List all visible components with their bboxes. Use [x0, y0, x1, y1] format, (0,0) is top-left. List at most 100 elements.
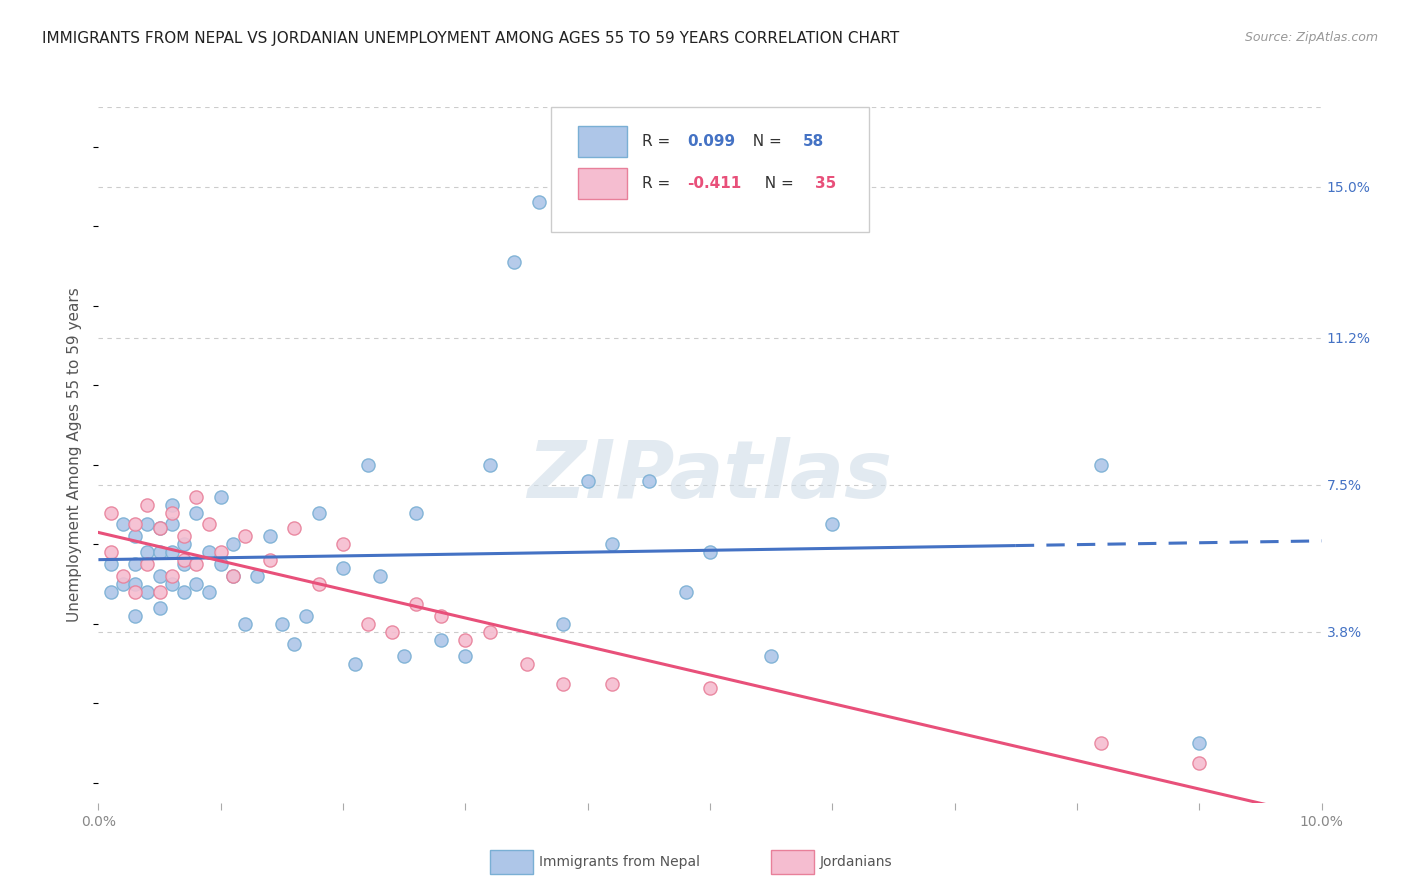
- Point: [197, 545, 219, 559]
- Point: [553, 676, 575, 690]
- Text: Immigrants from Nepal: Immigrants from Nepal: [538, 855, 700, 869]
- Point: [111, 569, 134, 583]
- Point: [283, 637, 305, 651]
- Point: [392, 648, 416, 663]
- Point: [308, 577, 330, 591]
- Point: [600, 676, 623, 690]
- Point: [430, 632, 453, 647]
- FancyBboxPatch shape: [578, 168, 627, 199]
- Text: 35: 35: [815, 176, 837, 191]
- Point: [270, 616, 292, 631]
- Point: [149, 521, 172, 535]
- Point: [111, 577, 134, 591]
- FancyBboxPatch shape: [551, 107, 869, 232]
- Point: [136, 498, 159, 512]
- Point: [124, 558, 146, 572]
- Point: [637, 474, 661, 488]
- Point: [222, 569, 245, 583]
- Point: [160, 569, 183, 583]
- Point: [1188, 736, 1211, 750]
- Point: [699, 545, 721, 559]
- Point: [478, 458, 501, 472]
- Text: 0.099: 0.099: [686, 135, 735, 149]
- Point: [821, 517, 844, 532]
- Point: [699, 681, 721, 695]
- Point: [381, 624, 404, 639]
- Point: [186, 490, 208, 504]
- Point: [160, 577, 183, 591]
- Point: [759, 648, 782, 663]
- Point: [186, 558, 208, 572]
- Point: [503, 255, 526, 269]
- Text: N =: N =: [755, 176, 799, 191]
- Point: [136, 517, 159, 532]
- Point: [430, 609, 453, 624]
- Text: Source: ZipAtlas.com: Source: ZipAtlas.com: [1244, 31, 1378, 45]
- Point: [209, 558, 232, 572]
- Point: [454, 632, 477, 647]
- Point: [149, 545, 172, 559]
- Point: [186, 577, 208, 591]
- Point: [283, 521, 305, 535]
- Point: [124, 529, 146, 543]
- Point: [368, 569, 391, 583]
- Point: [197, 585, 219, 599]
- Point: [149, 601, 172, 615]
- Point: [233, 529, 256, 543]
- Point: [124, 609, 146, 624]
- Point: [149, 521, 172, 535]
- Point: [344, 657, 367, 671]
- Point: [149, 585, 172, 599]
- Point: [149, 569, 172, 583]
- Point: [100, 506, 122, 520]
- Point: [356, 458, 378, 472]
- Point: [100, 545, 122, 559]
- FancyBboxPatch shape: [489, 850, 533, 874]
- Point: [233, 616, 256, 631]
- Point: [356, 616, 378, 631]
- Point: [173, 553, 195, 567]
- Text: 58: 58: [803, 135, 824, 149]
- Point: [246, 569, 269, 583]
- Point: [1090, 736, 1112, 750]
- Point: [222, 537, 245, 551]
- Point: [136, 545, 159, 559]
- Point: [136, 558, 159, 572]
- Point: [186, 506, 208, 520]
- Point: [295, 609, 318, 624]
- Text: R =: R =: [641, 135, 675, 149]
- Point: [527, 195, 550, 210]
- Point: [553, 616, 575, 631]
- Text: Jordanians: Jordanians: [820, 855, 893, 869]
- Point: [332, 561, 354, 575]
- Point: [332, 537, 354, 551]
- Point: [675, 585, 697, 599]
- Text: IMMIGRANTS FROM NEPAL VS JORDANIAN UNEMPLOYMENT AMONG AGES 55 TO 59 YEARS CORREL: IMMIGRANTS FROM NEPAL VS JORDANIAN UNEMP…: [42, 31, 900, 46]
- Point: [454, 648, 477, 663]
- Point: [1188, 756, 1211, 770]
- Point: [173, 537, 195, 551]
- Point: [600, 537, 623, 551]
- Point: [173, 558, 195, 572]
- Text: ZIPatlas: ZIPatlas: [527, 437, 893, 515]
- FancyBboxPatch shape: [772, 850, 814, 874]
- Point: [1090, 458, 1112, 472]
- Point: [136, 585, 159, 599]
- Point: [160, 545, 183, 559]
- Point: [209, 490, 232, 504]
- Text: N =: N =: [742, 135, 787, 149]
- Point: [124, 577, 146, 591]
- Point: [405, 597, 427, 611]
- Point: [160, 517, 183, 532]
- FancyBboxPatch shape: [578, 126, 627, 158]
- Text: R =: R =: [641, 176, 675, 191]
- Point: [405, 506, 427, 520]
- Point: [222, 569, 245, 583]
- Point: [100, 558, 122, 572]
- Point: [160, 506, 183, 520]
- Point: [173, 529, 195, 543]
- Point: [100, 585, 122, 599]
- Point: [209, 545, 232, 559]
- Point: [173, 585, 195, 599]
- Point: [478, 624, 501, 639]
